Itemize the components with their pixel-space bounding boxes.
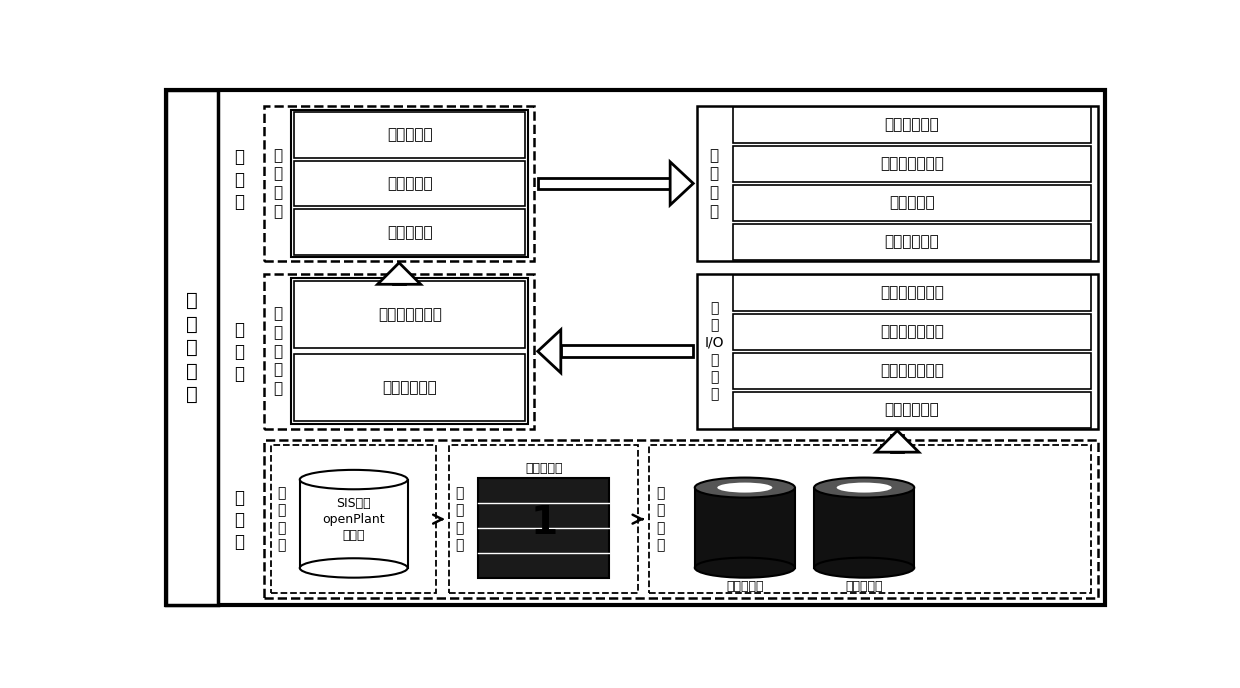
Text: 1: 1 — [531, 504, 558, 541]
Polygon shape — [377, 263, 420, 284]
Bar — [264, 274, 534, 429]
Bar — [166, 90, 218, 605]
Bar — [264, 440, 1097, 599]
Text: 异常值判断: 异常值判断 — [387, 127, 433, 142]
Bar — [733, 314, 1091, 350]
Bar — [300, 480, 408, 568]
Bar — [449, 445, 637, 593]
Bar — [294, 160, 526, 206]
Text: 经济性评价: 经济性评价 — [387, 225, 433, 239]
Bar — [733, 107, 1091, 143]
Text: 数
据
层: 数 据 层 — [234, 488, 244, 551]
Text: 运行数据库平台: 运行数据库平台 — [880, 363, 944, 378]
Bar — [264, 106, 534, 261]
Text: 整
体
架
构
图: 整 体 架 构 图 — [186, 291, 198, 404]
Text: 中
间
层: 中 间 层 — [234, 321, 244, 383]
Polygon shape — [538, 330, 560, 373]
Ellipse shape — [300, 470, 408, 489]
Polygon shape — [875, 431, 919, 452]
Bar — [538, 178, 670, 189]
Bar — [294, 112, 526, 158]
Text: 数
据
管
理: 数 据 管 理 — [657, 486, 665, 552]
Bar — [291, 278, 528, 424]
Text: 数
据
转
发: 数 据 转 发 — [456, 486, 464, 552]
Bar — [479, 477, 609, 578]
Bar — [815, 488, 914, 568]
Text: 历史数据库平台: 历史数据库平台 — [880, 324, 944, 339]
Text: 数
据
来
源: 数 据 来 源 — [277, 486, 285, 552]
Ellipse shape — [837, 482, 892, 493]
Bar — [733, 185, 1091, 221]
Text: 实时数据库平台: 实时数据库平台 — [880, 286, 944, 301]
Bar — [393, 272, 405, 284]
Text: 历史数据库: 历史数据库 — [846, 581, 883, 594]
Ellipse shape — [815, 477, 914, 497]
Bar — [294, 354, 526, 421]
Text: 应
用
层: 应 用 层 — [234, 149, 244, 211]
Text: 数
据
I/O
操
作
层: 数 据 I/O 操 作 层 — [704, 301, 724, 402]
Text: 数据管理平台: 数据管理平台 — [884, 402, 940, 417]
Bar — [649, 445, 1091, 593]
Bar — [560, 345, 693, 357]
Ellipse shape — [815, 558, 914, 578]
Bar — [697, 106, 1097, 261]
Bar — [733, 353, 1091, 389]
Ellipse shape — [694, 558, 795, 578]
Bar — [892, 436, 903, 452]
Bar — [733, 224, 1091, 259]
Text: 实时数据库: 实时数据库 — [727, 581, 764, 594]
Text: SIS系统
openPlant
数据库: SIS系统 openPlant 数据库 — [322, 497, 384, 542]
Text: 优
化
决
策: 优 化 决 策 — [709, 148, 719, 219]
Text: 案例库管理: 案例库管理 — [889, 195, 935, 211]
Text: 计
算
处
理
层: 计 算 处 理 层 — [274, 307, 283, 396]
Text: 优化模型计算: 优化模型计算 — [382, 380, 438, 396]
Bar — [733, 146, 1091, 182]
Ellipse shape — [694, 477, 795, 497]
Bar — [294, 209, 526, 255]
Ellipse shape — [300, 558, 408, 578]
Ellipse shape — [717, 482, 773, 493]
Text: 中转服务器: 中转服务器 — [525, 462, 563, 475]
Text: 优化方案管理: 优化方案管理 — [884, 234, 940, 249]
Bar — [291, 110, 528, 257]
Text: 安全性评价: 安全性评价 — [387, 176, 433, 191]
Bar — [270, 445, 436, 593]
Bar — [697, 274, 1097, 429]
Bar — [294, 281, 526, 348]
Text: 优化可调值寻优: 优化可调值寻优 — [880, 156, 944, 171]
Bar — [733, 275, 1091, 311]
Text: 状
态
诊
断: 状 态 诊 断 — [274, 148, 283, 219]
Text: 数据预处理算法: 数据预处理算法 — [378, 308, 441, 322]
Bar — [694, 488, 795, 568]
Bar — [733, 391, 1091, 427]
Polygon shape — [670, 162, 693, 205]
Text: 异常参数管理: 异常参数管理 — [884, 118, 940, 133]
